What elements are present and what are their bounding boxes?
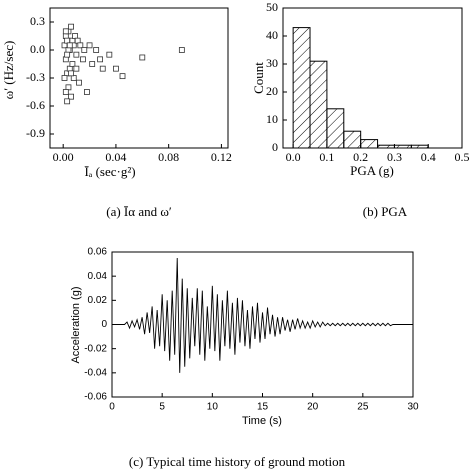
scatter-point xyxy=(66,65,73,72)
scatter-point xyxy=(66,42,73,49)
x-tick-label: 0.12 xyxy=(211,150,232,164)
scatter-point xyxy=(68,93,74,100)
y-tick-label: 30 xyxy=(266,56,278,70)
scatter-point xyxy=(74,37,81,44)
scatter-point xyxy=(76,79,82,86)
x-tick-label: 0.2 xyxy=(353,150,368,164)
caption: (c) Typical time history of ground motio… xyxy=(129,454,346,469)
y-tick-label: 0.02 xyxy=(88,295,108,306)
scatter-point xyxy=(80,56,86,63)
x-axis-label: Īₐ (sec·g²) xyxy=(84,164,135,179)
histogram-bar xyxy=(309,60,328,149)
y-tick-label: -0.3 xyxy=(26,70,45,84)
x-tick-label: 0.5 xyxy=(455,150,470,164)
scatter-point xyxy=(81,47,88,53)
scatter-point xyxy=(178,47,185,53)
histogram-bar xyxy=(393,144,412,149)
histogram-bar xyxy=(326,108,345,149)
x-tick-label: 0.00 xyxy=(53,150,74,164)
y-tick-label: 0.0 xyxy=(30,42,45,56)
y-tick-label: 0 xyxy=(101,319,107,330)
histogram-bar xyxy=(360,139,379,149)
scatter-point xyxy=(65,84,72,91)
time-history-line xyxy=(112,258,413,373)
histogram-bar xyxy=(410,144,429,149)
y-tick-label: 50 xyxy=(266,0,278,14)
y-tick-label: 0.3 xyxy=(30,14,45,28)
y-axis-label: Acceleration (g) xyxy=(70,286,82,363)
x-tick-label: 10 xyxy=(207,402,219,413)
histogram-bar xyxy=(292,27,311,149)
scatter-point xyxy=(73,65,80,72)
y-axis-label: ω′ (Hz/sec) xyxy=(1,41,16,100)
scatter-point xyxy=(61,75,68,81)
scatter-point xyxy=(73,51,80,58)
x-tick-label: 0.04 xyxy=(105,150,126,164)
scatter-point xyxy=(68,23,74,30)
x-tick-label: 0 xyxy=(109,402,115,413)
y-tick-label: 20 xyxy=(266,84,278,98)
y-tick-label: 40 xyxy=(266,28,278,42)
scatter-point xyxy=(70,75,77,81)
y-tick-label: -0.06 xyxy=(84,392,107,403)
x-tick-label: 0.0 xyxy=(286,150,301,164)
scatter-point xyxy=(139,54,146,61)
scatter-point xyxy=(65,47,72,53)
histogram-bar xyxy=(377,144,395,149)
plot-frame xyxy=(111,251,414,398)
y-tick-label: 0.06 xyxy=(88,247,108,258)
scatter-point xyxy=(119,73,126,80)
x-tick-label: 0.3 xyxy=(387,150,402,164)
scatter-point xyxy=(68,70,74,77)
scatter-point xyxy=(106,51,113,58)
scatter-point xyxy=(89,61,96,67)
scatter-point xyxy=(64,37,71,44)
x-tick-label: 25 xyxy=(357,402,369,413)
y-axis-label: Count xyxy=(251,62,266,94)
x-axis-label: Time (s) xyxy=(242,415,282,427)
scatter-point xyxy=(62,56,69,63)
x-axis-label: PGA (g) xyxy=(350,163,394,178)
y-tick-label: 0.04 xyxy=(88,271,108,282)
scatter-point xyxy=(93,47,100,53)
caption: (b) PGA xyxy=(363,204,408,219)
scatter-point xyxy=(62,28,69,35)
y-tick-label: -0.9 xyxy=(26,126,45,140)
scatter-point xyxy=(99,65,106,72)
y-tick-label: -0.02 xyxy=(84,343,107,354)
scatter-point xyxy=(69,37,76,44)
y-tick-label: 0 xyxy=(272,140,278,154)
scatter-point xyxy=(113,65,119,72)
x-tick-label: 20 xyxy=(307,402,319,413)
y-tick-label: -0.04 xyxy=(84,367,107,378)
x-tick-label: 15 xyxy=(257,402,269,413)
scatter-point xyxy=(61,42,68,49)
scatter-point xyxy=(62,89,69,95)
scatter-point xyxy=(97,56,104,63)
scatter-point xyxy=(64,51,71,58)
scatter-point xyxy=(72,33,78,39)
y-tick-label: -0.6 xyxy=(26,98,45,112)
plot-frame xyxy=(49,7,229,149)
scatter-point xyxy=(62,33,69,39)
x-tick-label: 0.1 xyxy=(319,150,334,164)
x-tick-label: 0.4 xyxy=(421,150,436,164)
histogram-bar xyxy=(343,130,362,149)
caption: (a) Īα and ω′ xyxy=(106,204,172,219)
scatter-point xyxy=(86,42,93,49)
scatter-point xyxy=(69,61,76,67)
scatter-point xyxy=(84,89,90,95)
x-tick-label: 5 xyxy=(159,402,165,413)
y-tick-label: 10 xyxy=(266,112,278,126)
scatter-point xyxy=(77,42,84,49)
x-tick-label: 30 xyxy=(407,402,419,413)
x-tick-label: 0.08 xyxy=(158,150,179,164)
scatter-point xyxy=(64,98,71,105)
